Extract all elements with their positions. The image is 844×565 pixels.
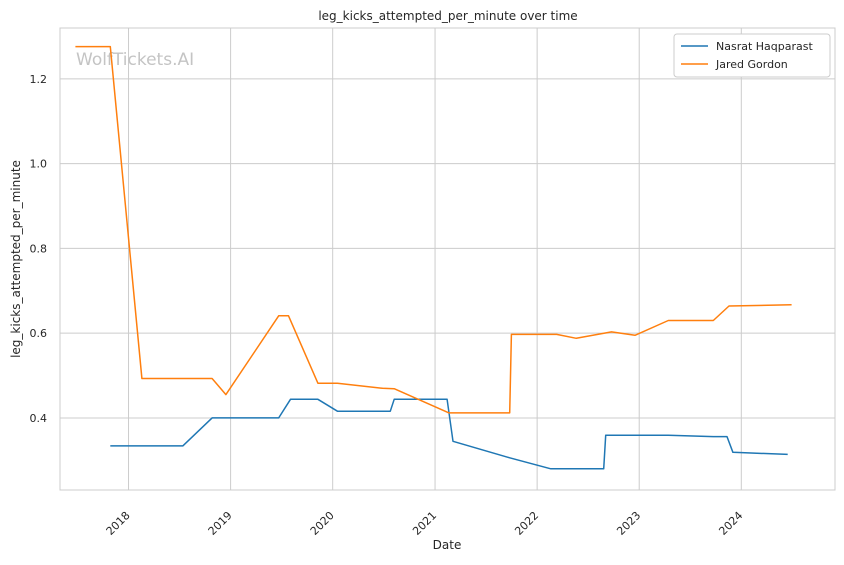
y-tick-label: 0.6: [30, 327, 48, 340]
series-line-1: [110, 398, 788, 470]
grid-lines: [60, 28, 835, 490]
x-axis-label: Date: [433, 538, 462, 552]
legend-label-1: Nasrat Haqparast: [716, 40, 813, 53]
series-layer: [75, 45, 792, 470]
legend-box: [673, 33, 831, 78]
plot-frame: [59, 27, 836, 491]
chart-title: leg_kicks_attempted_per_minute over time: [318, 9, 577, 23]
watermark-text: WolfTickets.AI: [76, 50, 194, 70]
y-tick-labels: 0.4 0.6 0.8 1.0 1.2: [30, 73, 48, 425]
legend-label-2: Jared Gordon: [715, 58, 788, 71]
legend: Nasrat Haqparast Jared Gordon: [673, 33, 831, 78]
y-axis-label: leg_kicks_attempted_per_minute: [9, 160, 23, 358]
y-tick-label: 0.4: [30, 412, 48, 425]
series-line-2: [75, 45, 792, 414]
y-tick-label: 1.2: [30, 73, 48, 86]
y-tick-label: 0.8: [30, 242, 48, 255]
y-tick-label: 1.0: [30, 158, 48, 171]
